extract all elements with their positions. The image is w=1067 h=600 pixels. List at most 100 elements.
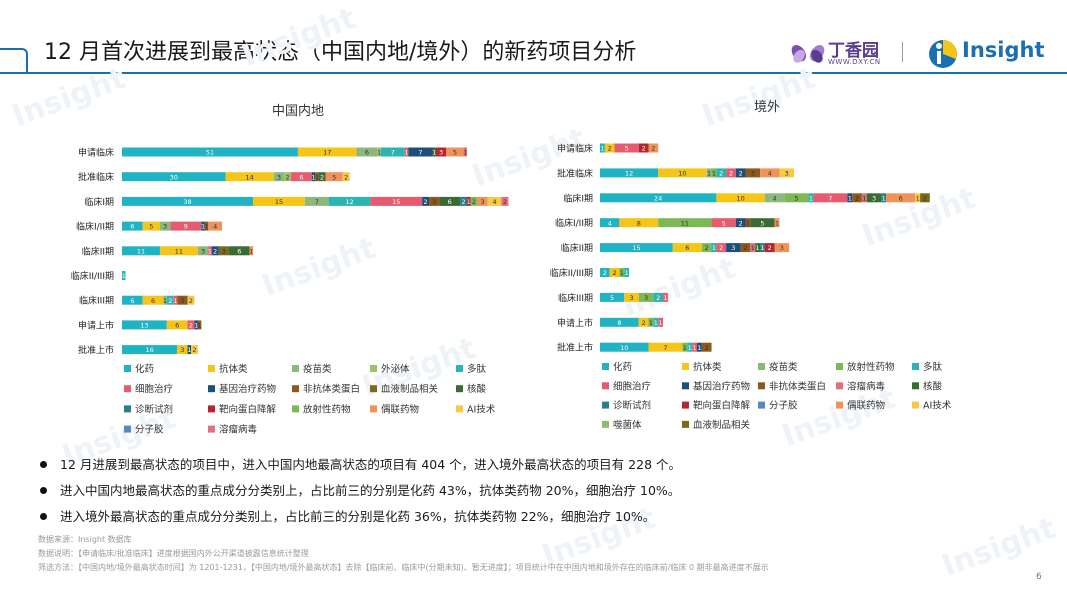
bar-segment [619,218,659,228]
bar-value-label: 1 [688,344,692,352]
bar-value-label: 13 [140,322,148,330]
bar-segment [682,342,688,352]
bar-segment [311,172,316,182]
bar-value-label: 1 [707,170,711,178]
bar-value-label: 4 [493,198,497,206]
bar-value-label: 3 [780,244,784,252]
bar-segment [726,168,736,178]
bar-segment [304,196,329,206]
legend-label: 化药 [613,361,632,373]
bar-segment [672,243,702,253]
category-label: 申请上市 [557,317,593,329]
bar-segment [614,143,639,153]
bar-value-label: 11 [175,247,183,255]
bar-value-label: 2 [213,247,217,255]
legend-swatch [602,363,609,370]
bar-value-label: 6 [175,322,179,330]
bar-value-label: 3 [785,170,789,178]
bar-segment [624,268,630,277]
legend-swatch [912,401,919,409]
bar-value-label: 2 [603,269,607,277]
bar-segment [658,168,707,178]
bar-segment [201,221,205,231]
bar-value-label: 6 [685,244,689,252]
bar-value-label: 1 [204,223,208,231]
bar-segment [653,317,659,327]
bar-segment [429,196,440,206]
bar-segment [813,193,848,203]
legend-label: 细胞治疗 [135,383,174,395]
category-label: 申请临床 [557,143,593,155]
bar-value-label: 1 [122,272,126,280]
logo-separator [902,42,903,62]
bar-segment [432,147,436,157]
bar-segment [604,143,615,153]
bar-value-label: 4 [608,219,612,227]
legend-swatch [682,382,689,390]
legend-swatch [370,365,377,372]
legend-label: 核酸 [467,383,487,395]
bar-value-label: 6 [130,297,134,305]
legend-swatch [456,365,463,372]
bar-value-label: 3 [751,170,755,178]
legend-swatch [456,385,463,393]
bar-value-label: 2 [705,344,709,352]
bar-value-label: 1 [463,149,467,157]
bar-value-label: 14 [246,173,254,181]
bar-segment [122,147,298,157]
bar-value-label: 2 [651,145,655,153]
bar-segment [166,320,188,330]
bar-value-label: 7 [663,344,667,352]
bar-segment [122,246,160,256]
bar-segment [487,196,502,206]
page-number: 6 [1036,572,1042,582]
legend-label: 外泌体 [381,363,410,375]
category-label: 批准临床 [557,167,593,179]
bar-value-label: 3 [180,346,184,354]
bar-value-label: 6 [448,198,452,206]
legend-swatch [912,363,919,370]
bar-segment [692,342,697,352]
bar-segment [701,342,712,352]
bar-segment [439,196,461,206]
category-label: 临床I期 [563,192,593,204]
bar-value-label: 5 [149,223,153,231]
bar-value-label: 1 [600,145,604,153]
bar-value-label: 1 [311,173,315,181]
legend-swatch [836,401,843,409]
bar-segment [166,295,174,305]
bar-segment [122,221,143,231]
bar-segment [122,295,143,305]
bar-value-label: 3 [872,194,876,202]
bar-value-label: 1 [201,223,205,231]
bar-value-label: 3 [163,223,167,231]
bar-value-label: 2 [192,346,196,354]
legend-swatch [682,401,689,409]
bar-value-label: 8 [637,219,641,227]
bar-segment [866,193,882,203]
bar-segment [187,345,191,355]
bar-segment [249,246,254,256]
bar-segment [404,147,409,157]
bar-value-label: 12 [625,170,633,178]
bar-value-label: 10 [678,170,686,178]
chart-title: 中国内地 [272,103,324,119]
legend-label: 化药 [135,363,154,375]
category-label: 临床II/III期 [550,267,593,279]
legend-label: 噬菌体 [613,419,642,431]
bar-segment [750,243,756,253]
bar-segment [187,320,195,330]
bar-value-label: 1 [693,344,697,352]
bar-segment [755,243,761,253]
bar-value-label: 2 [705,244,709,252]
bar-value-label: 1 [198,322,202,330]
bar-segment [600,168,659,178]
bar-segment [208,246,212,256]
bar-segment [706,168,712,178]
footnote-source: 数据来源：Insight 数据库 [38,535,132,544]
bar-segment [159,221,171,231]
bar-segment [711,218,736,228]
bar-segment [177,295,188,305]
bar-value-label: 1 [751,244,755,252]
